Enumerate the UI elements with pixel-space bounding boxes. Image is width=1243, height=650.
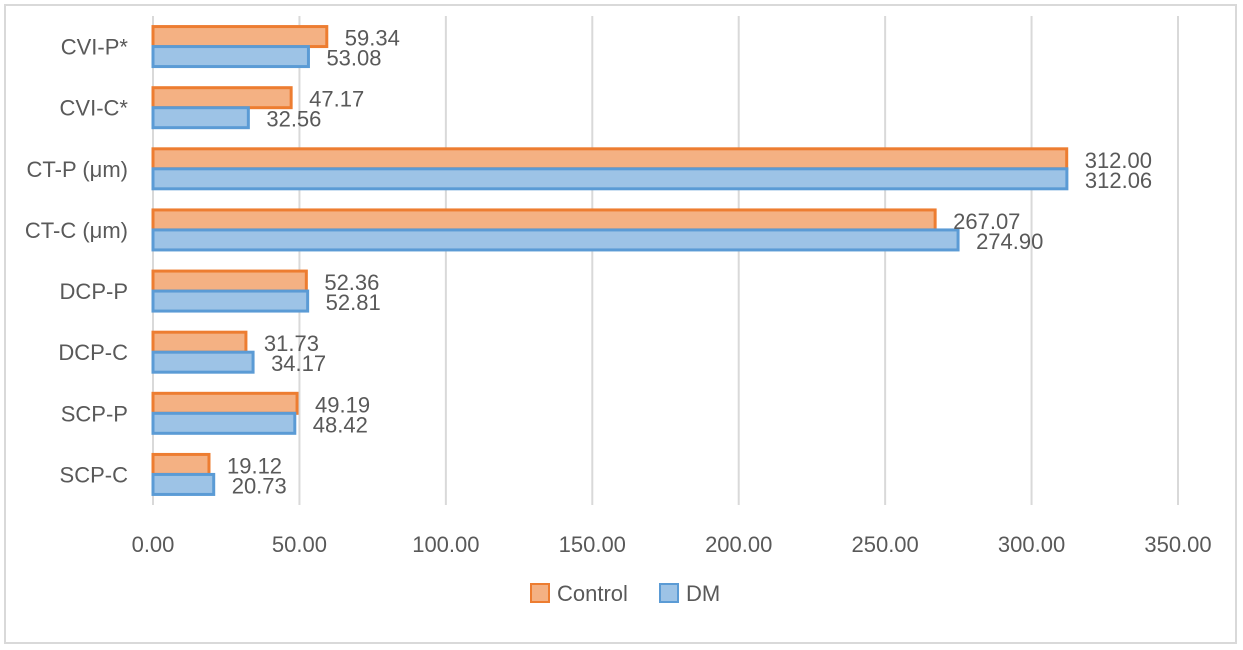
bar-control (151, 25, 329, 49)
data-label-dm: 274.90 (976, 229, 1043, 254)
x-tick-label: 350.00 (1144, 532, 1211, 557)
data-label-control: 31.73 (264, 331, 319, 356)
category-label: DCP-P (60, 279, 128, 304)
bar-dm (151, 411, 297, 435)
legend-swatch-dm (659, 583, 679, 603)
x-tick-label: 50.00 (272, 532, 327, 557)
bar-control (151, 452, 211, 476)
bar-dm (151, 472, 216, 496)
bar-control (151, 86, 293, 110)
bar-control (151, 391, 299, 415)
data-label-control: 59.34 (345, 26, 400, 51)
data-label-dm: 34.17 (271, 351, 326, 376)
data-label-dm: 312.06 (1085, 168, 1152, 193)
bar-control (151, 147, 1069, 171)
data-label-dm: 52.81 (326, 290, 381, 315)
legend: Control DM (530, 581, 720, 606)
bar-dm (151, 45, 310, 69)
category-label: SCP-C (60, 462, 129, 487)
x-tick-label: 300.00 (998, 532, 1065, 557)
data-label-control: 312.00 (1085, 148, 1152, 173)
x-tick-label: 200.00 (705, 532, 772, 557)
legend-label-control: Control (557, 581, 628, 606)
data-label-control: 47.17 (309, 87, 364, 112)
x-axis-ticks: 0.00 50.00 100.00 150.00 200.00 250.00 300.00 3… (132, 532, 1212, 557)
bar-control (151, 269, 308, 293)
data-label-dm: 48.42 (313, 412, 368, 437)
category-label: CT-P (μm) (27, 157, 128, 182)
bars (151, 25, 1069, 496)
category-label: CT-C (μm) (25, 218, 128, 243)
bar-dm (151, 350, 255, 374)
category-label: SCP-P (61, 401, 128, 426)
data-label-control: 19.12 (227, 453, 282, 478)
category-label: CVI-C* (60, 96, 129, 121)
category-label: DCP-C (58, 340, 128, 365)
data-label-dm: 20.73 (232, 473, 287, 498)
bar-control (151, 208, 937, 232)
bar-dm (151, 289, 310, 313)
bar-control (151, 330, 248, 354)
data-label-dm: 53.08 (326, 46, 381, 71)
x-tick-label: 150.00 (559, 532, 626, 557)
gridlines (152, 16, 1179, 505)
category-labels: SCP-C SCP-P DCP-C DCP-P CT-C (μm) CT-P (μm) CV… (25, 35, 129, 488)
legend-label-dm: DM (686, 581, 720, 606)
category-label: CVI-P* (61, 35, 129, 60)
data-label-control: 267.07 (953, 209, 1020, 234)
data-label-control: 49.19 (315, 392, 370, 417)
legend-swatch-control (530, 583, 550, 603)
data-label-dm: 32.56 (266, 107, 321, 132)
data-label-control: 52.36 (324, 270, 379, 295)
x-tick-label: 0.00 (132, 532, 175, 557)
bar-dm (151, 167, 1069, 191)
bar-dm (151, 228, 960, 252)
x-tick-label: 100.00 (412, 532, 479, 557)
bar-dm (151, 106, 250, 130)
x-tick-label: 250.00 (851, 532, 918, 557)
